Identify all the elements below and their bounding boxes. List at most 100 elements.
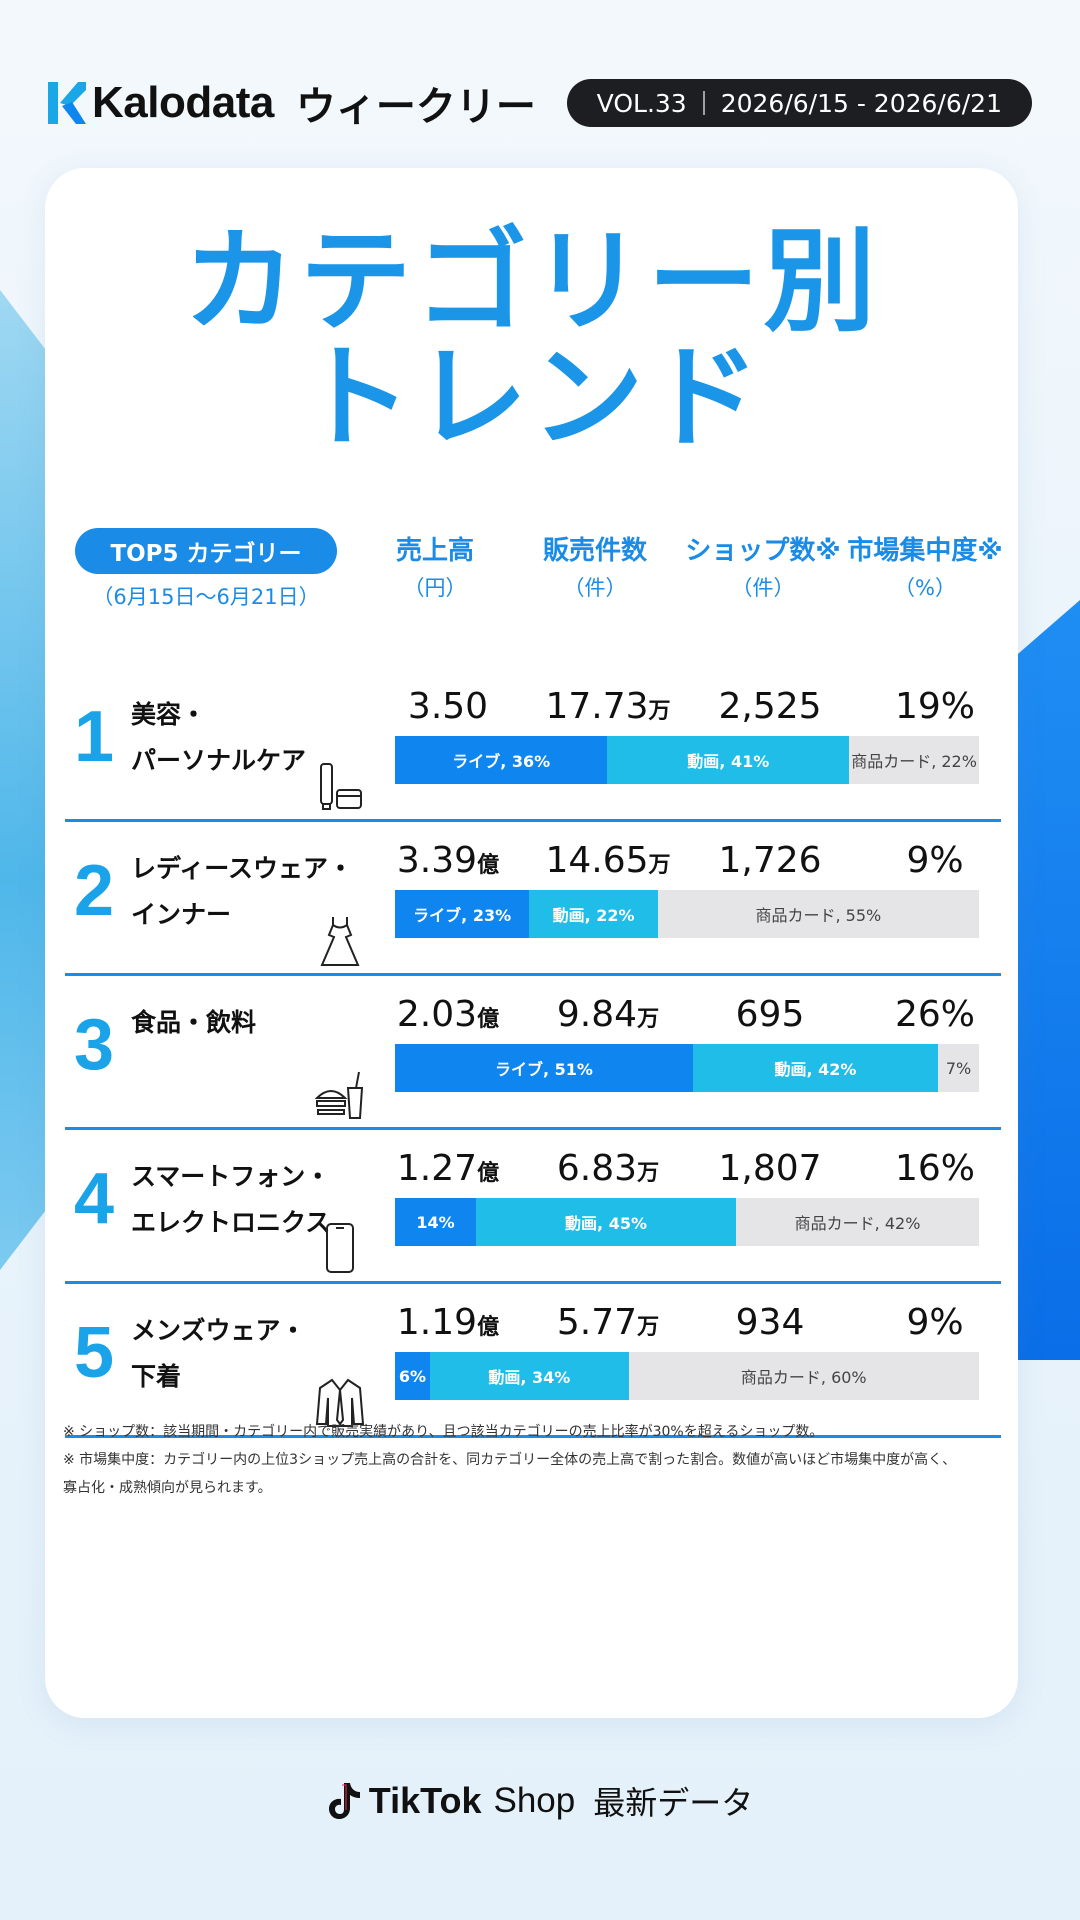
tiktok-brand: TikTok bbox=[368, 1780, 482, 1821]
shops-value: 2,525 bbox=[718, 686, 822, 727]
kalodata-k-icon bbox=[48, 82, 86, 124]
top5-badge: TOP5 カテゴリー bbox=[75, 528, 337, 574]
channel-share-bar: ライブ, 36% 動画, 41% 商品カード, 22% bbox=[395, 736, 979, 784]
concentration-value: 9% bbox=[906, 840, 964, 881]
video-segment: 動画, 45% bbox=[475, 1198, 737, 1246]
live-segment: ライブ, 23% bbox=[395, 890, 530, 938]
category-name-line-1: レディースウェア・ bbox=[131, 854, 354, 883]
category-name: 食品・飲料 bbox=[131, 1000, 256, 1046]
shops-value: 1,726 bbox=[718, 840, 822, 881]
volume-divider bbox=[702, 91, 705, 115]
col-unit-shops: （件） bbox=[731, 576, 795, 600]
col-header-concentration: 市場集中度※ bbox=[847, 536, 1003, 566]
concentration-value: 19% bbox=[894, 686, 975, 727]
table-row: 4 スマートフォン・ エレクトロニクス 1.27億 6.83万 1,807 16% 14% 動画… bbox=[65, 1130, 1001, 1284]
rank-number: 4 bbox=[73, 1159, 115, 1239]
category-name-line-2: エレクトロニクス bbox=[131, 1208, 331, 1237]
category-name: スマートフォン・ エレクトロニクス bbox=[131, 1154, 330, 1246]
sales-value: 1.19億 bbox=[373, 1302, 523, 1343]
sales-number: 2.03 bbox=[396, 994, 478, 1035]
units-unit: 万 bbox=[648, 853, 671, 878]
units-value: 9.84万 bbox=[533, 994, 683, 1035]
category-name-line-1: スマートフォン・ bbox=[131, 1162, 331, 1191]
title-line-2: トレンド bbox=[299, 333, 764, 463]
sales-value: 3.50 bbox=[373, 686, 523, 727]
footnotes: ※ ショップ数：該当期間・カテゴリー内で販売実績があり、且つ該当カテゴリーの売上… bbox=[63, 1418, 1003, 1502]
sales-value: 3.39億 bbox=[373, 840, 523, 881]
category-name: 美容・パーソナルケア bbox=[131, 692, 306, 784]
sales-number: 3.39 bbox=[396, 840, 478, 881]
sales-unit: 億 bbox=[477, 1315, 500, 1340]
footer: TikTok Shop 最新データ bbox=[0, 1778, 1080, 1824]
smartphone-icon bbox=[315, 1222, 365, 1274]
dress-icon bbox=[315, 914, 365, 966]
units-number: 14.65 bbox=[545, 840, 649, 881]
top5-period: （6月15日〜6月21日） bbox=[92, 585, 320, 609]
shops-value: 1,807 bbox=[718, 1148, 822, 1189]
video-segment: 動画, 42% bbox=[692, 1044, 939, 1092]
units-value: 6.83万 bbox=[533, 1148, 683, 1189]
shop-label: Shop bbox=[493, 1781, 576, 1820]
rank-number: 3 bbox=[73, 1005, 115, 1085]
rank-number: 5 bbox=[73, 1313, 115, 1393]
units-value: 5.77万 bbox=[533, 1302, 683, 1343]
footnote-concentration-cont: 寡占化・成熟傾向が見られます。 bbox=[63, 1480, 272, 1496]
sales-number: 1.27 bbox=[396, 1148, 478, 1189]
shops-value: 934 bbox=[735, 1302, 805, 1343]
sales-unit: 億 bbox=[477, 853, 500, 878]
units-value: 17.73万 bbox=[533, 686, 683, 727]
live-segment: ライブ, 36% bbox=[395, 736, 608, 784]
category-name-line-1: 美容・ bbox=[131, 700, 207, 729]
burger-drink-icon bbox=[314, 1068, 365, 1120]
content-card: カテゴリー別 トレンド TOP5 カテゴリー （6月15日〜6月21日） 売上高… bbox=[45, 168, 1018, 1718]
units-number: 9.84 bbox=[556, 994, 638, 1035]
channel-share-bar: 14% 動画, 45% 商品カード, 42% bbox=[395, 1198, 979, 1246]
units-value: 14.65万 bbox=[533, 840, 683, 881]
live-segment: 6% bbox=[395, 1352, 431, 1400]
right-decoration bbox=[1010, 600, 1080, 1360]
units-unit: 万 bbox=[637, 1007, 660, 1032]
col-unit-concentration: （%） bbox=[894, 576, 956, 600]
title-line-1: カテゴリー別 bbox=[183, 217, 880, 347]
table-header: TOP5 カテゴリー （6月15日〜6月21日） 売上高 （円） 販売件数 （件… bbox=[45, 528, 1018, 609]
units-number: 17.73 bbox=[545, 686, 649, 727]
cosmetics-icon bbox=[315, 760, 365, 812]
channel-share-bar: ライブ, 23% 動画, 22% 商品カード, 55% bbox=[395, 890, 979, 938]
table-row: 3 食品・飲料 2.03億 9.84万 695 26% ライブ, 51% 動画, 42% 7% bbox=[65, 976, 1001, 1130]
rank-number: 1 bbox=[73, 697, 115, 777]
sales-number: 3.50 bbox=[407, 686, 489, 727]
units-number: 5.77 bbox=[556, 1302, 638, 1343]
volume-badge: VOL.33 2026/6/15 - 2026/6/21 bbox=[566, 79, 1032, 127]
rank-number: 2 bbox=[73, 851, 115, 931]
product-card-segment: 7% bbox=[938, 1044, 979, 1092]
category-name-line-2: パーソナルケア bbox=[131, 746, 307, 775]
product-card-segment: 商品カード, 22% bbox=[849, 736, 979, 784]
product-card-segment: 商品カード, 60% bbox=[628, 1352, 979, 1400]
footnote-shops: ※ ショップ数：該当期間・カテゴリー内で販売実績があり、且つ該当カテゴリーの売上… bbox=[63, 1424, 824, 1440]
video-segment: 動画, 34% bbox=[430, 1352, 629, 1400]
units-unit: 万 bbox=[637, 1315, 660, 1340]
latest-data-label: 最新データ bbox=[593, 1784, 754, 1822]
concentration-value: 16% bbox=[894, 1148, 975, 1189]
live-segment: ライブ, 51% bbox=[395, 1044, 693, 1092]
col-header-units: 販売件数 bbox=[542, 536, 647, 566]
category-name: レディースウェア・ インナー bbox=[131, 846, 353, 938]
channel-share-bar: ライブ, 51% 動画, 42% 7% bbox=[395, 1044, 979, 1092]
page-title: カテゴリー別 トレンド bbox=[45, 224, 1018, 456]
units-unit: 万 bbox=[648, 699, 671, 724]
units-unit: 万 bbox=[637, 1161, 660, 1186]
category-name-line-1: 食品・飲料 bbox=[131, 1008, 257, 1037]
tiktok-note-icon bbox=[328, 1783, 360, 1819]
date-range: 2026/6/15 - 2026/6/21 bbox=[720, 88, 1002, 118]
col-header-shops: ショップ数※ bbox=[685, 536, 841, 566]
weekly-label: ウィークリー bbox=[295, 84, 536, 130]
col-unit-sales: （円） bbox=[403, 576, 467, 600]
product-card-segment: 商品カード, 42% bbox=[736, 1198, 979, 1246]
sales-value: 2.03億 bbox=[373, 994, 523, 1035]
kalodata-logo: Kalodata bbox=[48, 78, 274, 128]
shirt-icon bbox=[315, 1376, 365, 1428]
video-segment: 動画, 41% bbox=[607, 736, 850, 784]
channel-share-bar: 6% 動画, 34% 商品カード, 60% bbox=[395, 1352, 979, 1400]
footnote-concentration: ※ 市場集中度：カテゴリー内の上位3ショップ売上高の合計を、同カテゴリー全体の売… bbox=[63, 1452, 957, 1468]
product-card-segment: 商品カード, 55% bbox=[657, 890, 979, 938]
